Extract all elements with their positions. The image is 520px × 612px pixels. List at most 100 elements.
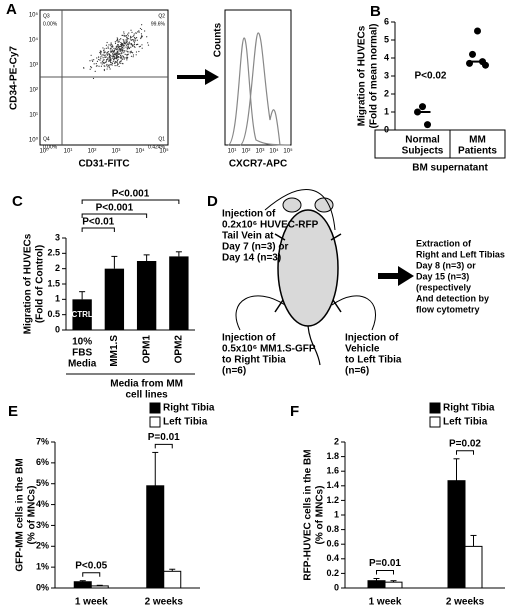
event-dot [123,52,125,54]
event-dot [104,65,106,67]
event-dot [129,43,131,45]
event-dot [130,44,132,46]
y-tick-label: 1.6 [326,466,339,476]
annotation: P<0.001 [112,189,150,200]
bar [72,299,92,330]
data-dot [482,61,489,69]
event-dot [133,40,135,42]
event-dot [134,46,136,48]
event-dot [139,45,141,47]
event-dot [93,63,95,65]
event-dot [108,65,110,67]
bar [136,261,157,330]
event-dot [123,56,125,58]
annotation: P=0.02 [449,438,481,449]
event-dot [127,38,129,40]
event-dot [136,39,138,41]
y-tick-label: 1.4 [326,480,339,490]
mouse-legs [274,233,342,313]
event-dot [127,51,129,53]
event-dot [113,47,115,49]
event-dot [103,68,105,71]
panel-letter: D [207,193,218,210]
legend-label: Left Tibia [163,417,208,428]
event-dot [100,56,102,58]
x-tick-label: Normal [405,135,440,146]
mouse-tail [307,325,321,366]
event-dot [110,58,112,60]
event-dot [110,45,112,47]
event-dot [110,43,112,45]
event-dot [103,50,105,52]
event-dot [134,40,136,42]
quadrant-value: 0.424% [148,144,166,150]
event-dot [133,39,135,41]
event-dot [130,55,133,57]
event-dot [108,60,110,62]
event-dot [93,59,95,61]
event-dot [125,39,127,41]
arrow-head [398,266,414,286]
event-dot [132,44,134,46]
event-dot [102,47,104,49]
event-dot [105,47,107,49]
y-tick-label: 5 [384,34,389,44]
event-dot [98,65,100,67]
y-axis-label: Migration of HUVECs [357,25,368,126]
y-tick-label: 6 [384,16,389,26]
event-dot [123,35,125,37]
quadrant-value: 99.6% [151,21,166,27]
event-dot [110,64,112,66]
event-dot [111,57,114,59]
bar [367,580,386,589]
y-axis-label: (% of MNCs) [315,486,326,545]
event-dot [103,62,105,65]
x-tick-label: 10⁰ [39,148,49,155]
y-tick-label: 7% [36,436,49,446]
bar [447,480,466,589]
event-dot [120,42,123,44]
event-dot [119,39,121,41]
y-axis-label: GFP-MM cells in the BM [15,458,26,571]
event-dot [106,41,108,44]
y-tick-label: 1 [55,294,60,304]
bar [146,485,165,589]
x-tick-label: MM [469,135,486,146]
event-dot [117,41,119,43]
event-dot [96,57,98,59]
event-dot [107,57,109,60]
axis-label: CXCR7-APC [229,159,287,170]
event-dot [100,58,102,60]
event-dot [111,49,113,51]
y-tick-label: 0% [36,582,49,592]
panel-letter: A [6,1,17,18]
event-dot [120,45,123,47]
event-dot [117,62,119,64]
diagram-text: Injection of [222,333,276,344]
event-dot [117,63,119,66]
legend-swatch [149,416,161,428]
event-dot [102,62,105,64]
diagram-text: And detection by [416,293,489,303]
group-label: Media [68,359,97,370]
y-tick-label: 1 [384,106,389,116]
event-dot [132,56,134,58]
event-dot [129,51,131,53]
event-dot [112,53,114,55]
diagram-text: to Left Tibia [345,355,402,366]
event-dot [127,45,129,47]
panel-letter: C [12,193,23,210]
event-dot [109,59,111,61]
event-dot [118,53,120,55]
event-dot [115,61,117,63]
group-label: 10% [72,337,92,348]
event-dot [140,33,143,35]
event-dot [127,43,129,46]
event-dot [99,50,101,52]
event-dot [102,54,104,56]
event-dot [120,62,122,64]
y-tick-label: 2 [55,263,60,273]
event-dot [107,64,110,66]
data-dot [424,121,431,129]
event-dot [100,53,102,55]
